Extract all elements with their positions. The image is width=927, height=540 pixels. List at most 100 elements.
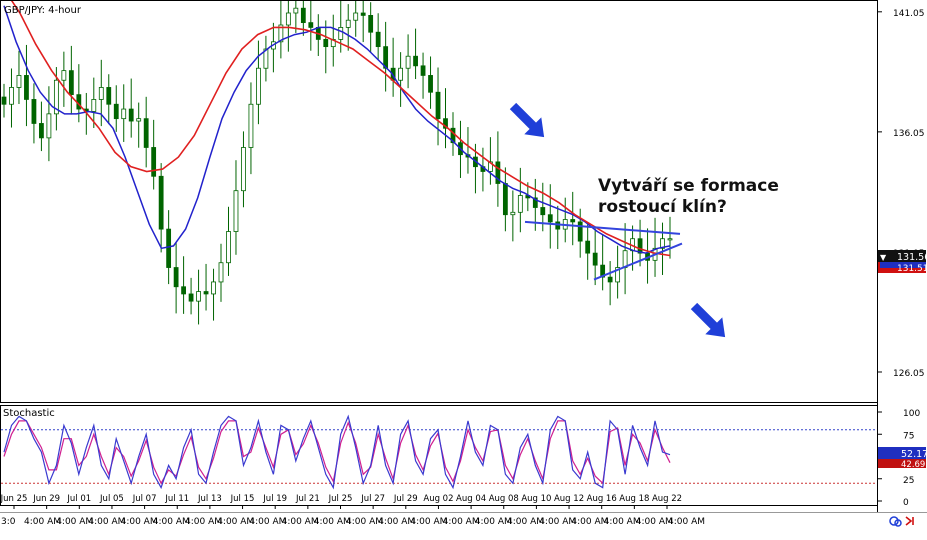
x-axis-date-label: Aug 22 [652,494,682,504]
candle [256,40,261,125]
x-axis-date-label: Jul 11 [164,494,189,504]
x-axis-date-label: Aug 18 [619,494,649,504]
candle [293,1,299,33]
candle [308,1,314,51]
down-arrow-lower-icon [690,302,726,338]
x-axis-date-label: Aug 02 [423,494,453,504]
stoch-tick-label: 75 [903,431,914,441]
stoch-d-value: 42.69 [901,460,925,470]
toolbar-time-label: 4:00 AM [571,517,608,527]
sync-icon[interactable] [889,516,902,527]
candle [375,13,381,60]
toolbar-time-label: 4:00 AM [475,517,512,527]
stoch-panel-frame [0,405,878,506]
candle [24,44,29,127]
candle [368,2,374,53]
toolbar-time-label: 4:00 AM [668,517,705,527]
candle [46,86,52,162]
toolbar-time-label: 4:00 AM [24,517,61,527]
candle [278,1,284,59]
stoch-d-badge: 42.69 [878,459,926,470]
stoch-tick-label: 25 [903,476,914,486]
candle [203,263,209,311]
x-axis-date-label: Jul 21 [295,494,320,504]
candle [300,1,306,36]
candle [547,184,553,249]
candle [181,256,186,314]
x-axis-date-label: Jul 25 [328,494,353,504]
toolbar-time-label: 4:00 AM [378,517,415,527]
toolbar-time-label: 4:00 AM [443,517,480,527]
candle [420,52,426,99]
candle [615,245,621,299]
candle [428,56,433,109]
stoch-tick-label: 0 [903,498,909,508]
stoch-tick-label: 100 [903,409,920,419]
candle [218,243,224,302]
x-axis-date-label: Jun 29 [32,494,60,504]
x-axis-date-label: Jun 25 [0,494,27,504]
y-axis-tick-label: 141.05 [893,9,925,19]
candle [128,78,134,138]
candle [353,1,359,37]
toolbar-time-label: 4:00 AM [539,517,576,527]
candle [9,68,14,128]
x-axis-date-label: Jul 29 [393,494,418,504]
candle [667,216,673,259]
stoch-k-line [3,414,671,490]
chart-title: GBP/JPY: 4-hour [4,5,82,16]
svg-text:▼: ▼ [880,253,887,262]
toolbar-time-label: 4:00 AM [153,517,190,527]
toolbar-time-label: 4:00 AM [121,517,158,527]
stoch-k-badge: 52.17 [878,447,927,460]
annotation-line-2: rostoucí klín? [598,197,727,217]
candle [173,242,179,314]
candle [600,234,606,291]
timeframe-label: 4-hour [48,5,82,16]
x-axis-date-label: Aug 04 [456,494,486,504]
annotation-line-1: Vytváří se formace [598,176,779,196]
candle [585,222,591,280]
candle [510,190,516,242]
candle [16,50,22,105]
x-axis-date-label: Jul 19 [262,494,287,504]
toolbar-time-label: 4:00 AM [249,517,286,527]
candle [196,269,201,325]
scroll-right-icon[interactable] [905,516,914,526]
ma-slow-line [10,1,671,257]
x-axis-date-label: Aug 16 [587,494,617,504]
candle [188,277,194,315]
candle [607,261,613,306]
candle [31,83,37,144]
stoch-k-value: 52.17 [901,449,927,460]
candle [443,88,448,149]
toolbar-time-label: 4:00 AM [604,517,641,527]
candle [121,84,127,142]
x-axis-date-label: Jul 07 [132,494,157,504]
candle [233,160,239,255]
candle [1,83,7,118]
candle [248,82,254,175]
candle [570,191,576,246]
x-axis-date-label: Aug 10 [521,494,551,504]
candle [495,131,501,207]
toolbar-time-label: 4:00 AM [282,517,319,527]
candle [113,85,119,132]
candle [158,163,164,253]
x-axis-date-label: Jul 15 [230,494,255,504]
candle [345,4,351,51]
toolbar-time-label: 4:00 AM [88,517,125,527]
ma-fast-line [3,5,671,254]
candle [360,1,366,43]
toolbar-time-label: 4:00 AM [56,517,93,527]
toolbar-time-label: 4:00 AM [346,517,383,527]
x-axis-date-label: Aug 08 [489,494,519,504]
candle [660,222,665,275]
down-arrow-upper-icon [509,102,545,138]
candle [398,52,404,107]
x-axis-date-label: Jul 27 [360,494,385,504]
symbol-label: GBP/JPY [4,5,44,16]
y-axis-tick-label: 136.05 [893,129,925,139]
toolbar-left-label: 3:0 [1,517,16,527]
